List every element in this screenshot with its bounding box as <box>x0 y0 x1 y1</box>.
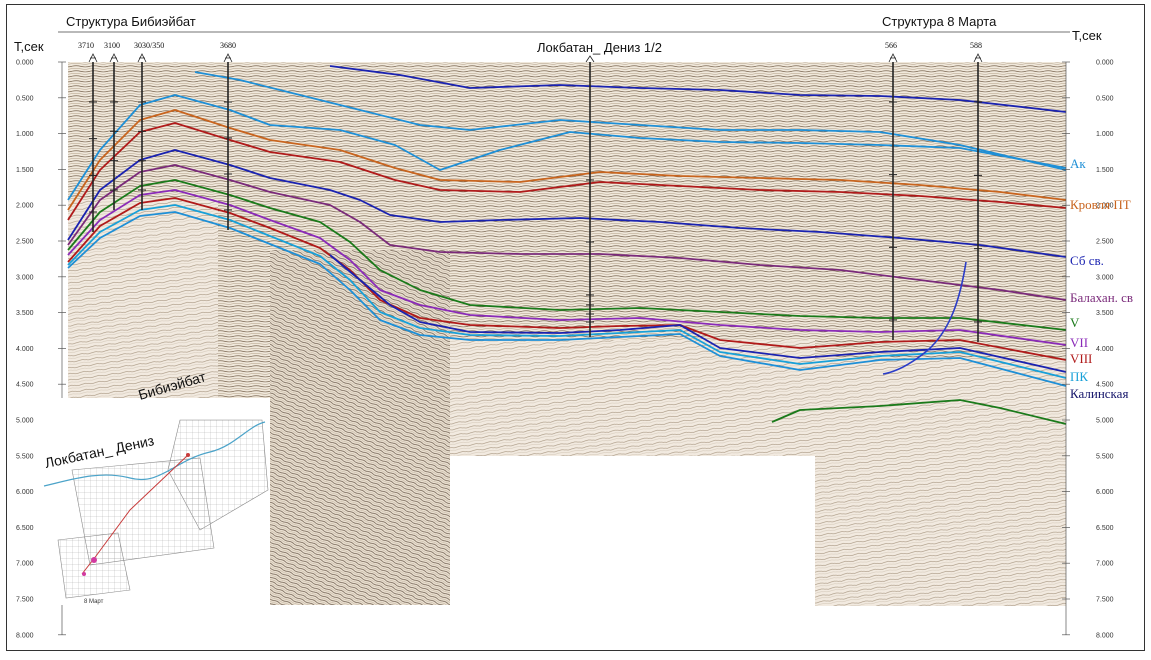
well-symbol-icon <box>109 53 119 63</box>
seismic-data-area <box>68 62 1066 606</box>
inset-well-dot <box>91 557 97 563</box>
axis-tick-label-right: 1.500 <box>1096 167 1114 174</box>
well-symbol-icon <box>888 53 898 63</box>
horizon-lines <box>67 65 1067 425</box>
inset-well-dot <box>82 572 86 576</box>
axis-tick-label-right: 3.500 <box>1096 310 1114 317</box>
well-label: 3030/350 <box>134 41 164 50</box>
horizon-label-pk: ПК <box>1070 369 1088 384</box>
well-symbol-icon <box>137 53 147 63</box>
horizon-line <box>67 149 1067 258</box>
inset-label-8mart: 8 Март <box>84 599 104 605</box>
horizon-label-balakhan: Балахан. св <box>1070 290 1133 305</box>
seismic-panel-flank <box>270 250 450 605</box>
well-label: 566 <box>885 41 897 50</box>
axis-tick-label-right: 3.000 <box>1096 274 1114 281</box>
axis-tick-label-right: 4.500 <box>1096 382 1114 389</box>
axis-tick-label-right: 1.000 <box>1096 131 1114 138</box>
well-symbol-icon <box>223 53 233 63</box>
horizon-line <box>67 204 1067 379</box>
axis-tick-label-left: 1.500 <box>16 167 34 174</box>
axis-tick-label-right: 5.000 <box>1096 418 1114 425</box>
axis-tick-label-right: 0.500 <box>1096 95 1114 102</box>
axis-tick-label-left: 7.500 <box>16 597 34 604</box>
axis-tick-label-left: 6.500 <box>16 525 34 532</box>
axis-tick-label-left: 3.000 <box>16 274 34 281</box>
axis-tick-label-left: 5.500 <box>16 453 34 460</box>
well-symbol-icon <box>88 53 98 63</box>
horizon-line <box>67 211 1067 387</box>
axis-tick-label-right: 6.500 <box>1096 525 1114 532</box>
figure-border <box>6 4 1145 651</box>
axis-tick-label-left: 7.000 <box>16 561 34 568</box>
horizon-line <box>67 122 1067 221</box>
horizon-line <box>771 399 1067 425</box>
axis-tick-label-right: 2.500 <box>1096 239 1114 246</box>
axis-tick-label-left: 4.000 <box>16 346 34 353</box>
axis-tick-label-right: 4.000 <box>1096 346 1114 353</box>
time-unit-right: T,сек <box>1072 28 1102 43</box>
well-label: 3710 <box>78 41 94 50</box>
left-structure-title: Структура Бибиэйбат <box>66 14 196 29</box>
axis-tick-label-left: 1.000 <box>16 131 34 138</box>
horizon-label-sb: Сб св. <box>1070 253 1104 268</box>
horizon-labels: Ак Кровля ПТ Сб св. Балахан. св V VII VI… <box>1070 156 1133 401</box>
time-unit-left: T,сек <box>14 39 44 54</box>
axis-tick-label-left: 6.000 <box>16 489 34 496</box>
axis-tick-label-right: 8.000 <box>1096 632 1114 639</box>
axis-tick-label-left: 0.000 <box>16 60 34 67</box>
axis-tick-label-right: 2.000 <box>1096 203 1114 210</box>
horizon-label-v: V <box>1070 315 1080 330</box>
horizon-line <box>67 189 1067 346</box>
well-label: 3100 <box>104 41 120 50</box>
inset-grid-8mart <box>57 532 131 599</box>
inset-well-dot <box>186 453 190 457</box>
seismic-panel-center-deep <box>450 340 815 456</box>
well-label: 3680 <box>220 41 236 50</box>
horizon-line <box>67 164 1067 301</box>
horizon-line <box>67 197 1067 361</box>
axis-tick-label-left: 2.000 <box>16 203 34 210</box>
axis-tick-label-right: 7.000 <box>1096 561 1114 568</box>
horizon-line <box>67 94 1067 201</box>
axis-tick-label-right: 0.000 <box>1096 60 1114 67</box>
horizon-line <box>194 71 1067 171</box>
well-symbol-icon <box>973 53 983 63</box>
horizon-line <box>67 109 1067 211</box>
inset-profile-line <box>81 454 189 575</box>
well-markers: 3710 3100 3030/350 3680 566 588 <box>78 41 983 342</box>
time-axis-right: 0.000 0.500 1.000 1.500 2.000 2.500 3.000 3.500… <box>1062 60 1114 639</box>
time-axis-left: 0.000 0.500 1.000 1.500 2.000 2.500 3.000 3.500… <box>16 60 66 639</box>
inset-location-map: Бибиэйбат Локбатан_ Дениз 8 Март <box>40 368 270 605</box>
center-profile-title: Локбатан_ Дениз 1/2 <box>537 40 662 55</box>
horizon-label-vii: VII <box>1070 335 1088 350</box>
axis-tick-label-left: 2.500 <box>16 239 34 246</box>
horizon-line <box>329 254 1067 373</box>
horizon-line <box>329 65 1067 113</box>
axis-tick-label-left: 3.500 <box>16 310 34 317</box>
horizon-label-kalinskaya: Калинская <box>1070 386 1128 401</box>
axis-tick-label-left: 5.000 <box>16 418 34 425</box>
axis-tick-label-right: 7.500 <box>1096 597 1114 604</box>
inset-coastline <box>43 421 266 487</box>
axis-tick-label-right: 6.000 <box>1096 489 1114 496</box>
well-symbol-icon <box>585 55 595 63</box>
axis-tick-label-right: 5.500 <box>1096 453 1114 460</box>
axis-tick-label-left: 0.500 <box>16 95 34 102</box>
axis-tick-label-left: 4.500 <box>16 382 34 389</box>
fault-line <box>882 261 967 375</box>
axis-tick-label-left: 8.000 <box>16 632 34 639</box>
horizon-label-top-pt: Кровля ПТ <box>1070 197 1131 212</box>
well-label: 588 <box>970 41 982 50</box>
horizon-line <box>67 179 1067 331</box>
right-structure-title: Структура 8 Марта <box>882 14 997 29</box>
horizon-label-ak: Ак <box>1070 156 1086 171</box>
horizon-label-viii: VIII <box>1070 351 1092 366</box>
